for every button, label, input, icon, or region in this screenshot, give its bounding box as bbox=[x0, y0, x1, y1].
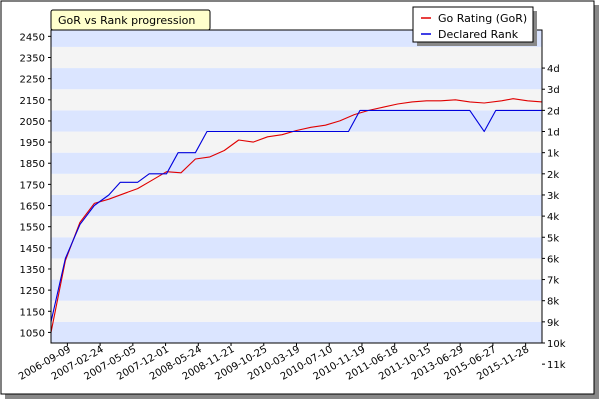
right-tick-label: 8k bbox=[547, 297, 559, 308]
chart-title-box: GoR vs Rank progression bbox=[50, 9, 211, 31]
left-tick-label: 1450 bbox=[20, 244, 45, 255]
plot-band bbox=[51, 279, 542, 301]
right-tick-label: 4d bbox=[547, 64, 560, 75]
left-tick-label: 1050 bbox=[20, 328, 45, 339]
legend-label-gor: Go Rating (GoR) bbox=[438, 12, 527, 25]
left-tick-label: 1250 bbox=[20, 286, 45, 297]
legend: Go Rating (GoR) Declared Rank bbox=[412, 6, 537, 46]
left-tick-label: 1750 bbox=[20, 180, 45, 191]
plot-band bbox=[51, 89, 542, 111]
right-tick-label: 2d bbox=[547, 106, 560, 117]
right-tick-label: 1d bbox=[547, 128, 560, 139]
left-axis-ticks: 1050 1150 1250 1350 1450 1550 1650 1750 1850 1950… bbox=[20, 32, 51, 339]
left-tick-label: 1350 bbox=[20, 265, 45, 276]
plot-band bbox=[51, 173, 542, 195]
left-tick-label: 1150 bbox=[20, 307, 45, 318]
right-tick-label: 2k bbox=[547, 170, 559, 181]
right-tick-label: 10k bbox=[547, 339, 566, 350]
right-tick-label: 4k bbox=[547, 212, 559, 223]
plot-bands bbox=[51, 30, 542, 343]
right-tick-label: 3d bbox=[547, 85, 560, 96]
plot-band bbox=[51, 68, 542, 90]
left-tick-label: 2250 bbox=[20, 75, 45, 86]
plot-band bbox=[51, 194, 542, 217]
right-tick-label: 6k bbox=[547, 254, 559, 265]
plot-band bbox=[51, 131, 542, 153]
left-tick-label: 1950 bbox=[20, 138, 45, 149]
right-tick-label: 5k bbox=[547, 233, 559, 244]
plot-band bbox=[51, 321, 542, 343]
right-tick-label: 9k bbox=[547, 318, 559, 329]
right-axis-ticks: 4d 3d 2d 1d 1k 2k 3k 4k 5k 6k 7k 8k 9k 10k 11k bbox=[542, 64, 566, 371]
left-tick-label: 1550 bbox=[20, 223, 45, 234]
left-tick-label: 1850 bbox=[20, 159, 45, 170]
left-tick-label: 2450 bbox=[20, 32, 45, 43]
plot-band bbox=[51, 110, 542, 132]
plot-lines bbox=[50, 98, 543, 333]
plot-band bbox=[51, 237, 542, 259]
right-tick-label: 11k bbox=[547, 360, 566, 371]
plot-band bbox=[51, 152, 542, 174]
left-tick-label: 2150 bbox=[20, 96, 45, 107]
legend-label-rank: Declared Rank bbox=[438, 28, 519, 41]
left-tick-label: 2350 bbox=[20, 53, 45, 64]
plot-band bbox=[51, 46, 542, 69]
gor-series-line bbox=[50, 98, 543, 333]
left-tick-label: 2050 bbox=[20, 117, 45, 128]
right-tick-label: 1k bbox=[547, 149, 559, 160]
plot-band bbox=[51, 258, 542, 280]
right-tick-label: 7k bbox=[547, 276, 559, 287]
plot-band bbox=[51, 300, 542, 322]
chart-title: GoR vs Rank progression bbox=[58, 14, 195, 27]
plot-band bbox=[51, 216, 542, 238]
rank-series-line bbox=[50, 109, 542, 323]
left-tick-label: 1650 bbox=[20, 202, 45, 213]
right-tick-label: 3k bbox=[547, 191, 559, 202]
